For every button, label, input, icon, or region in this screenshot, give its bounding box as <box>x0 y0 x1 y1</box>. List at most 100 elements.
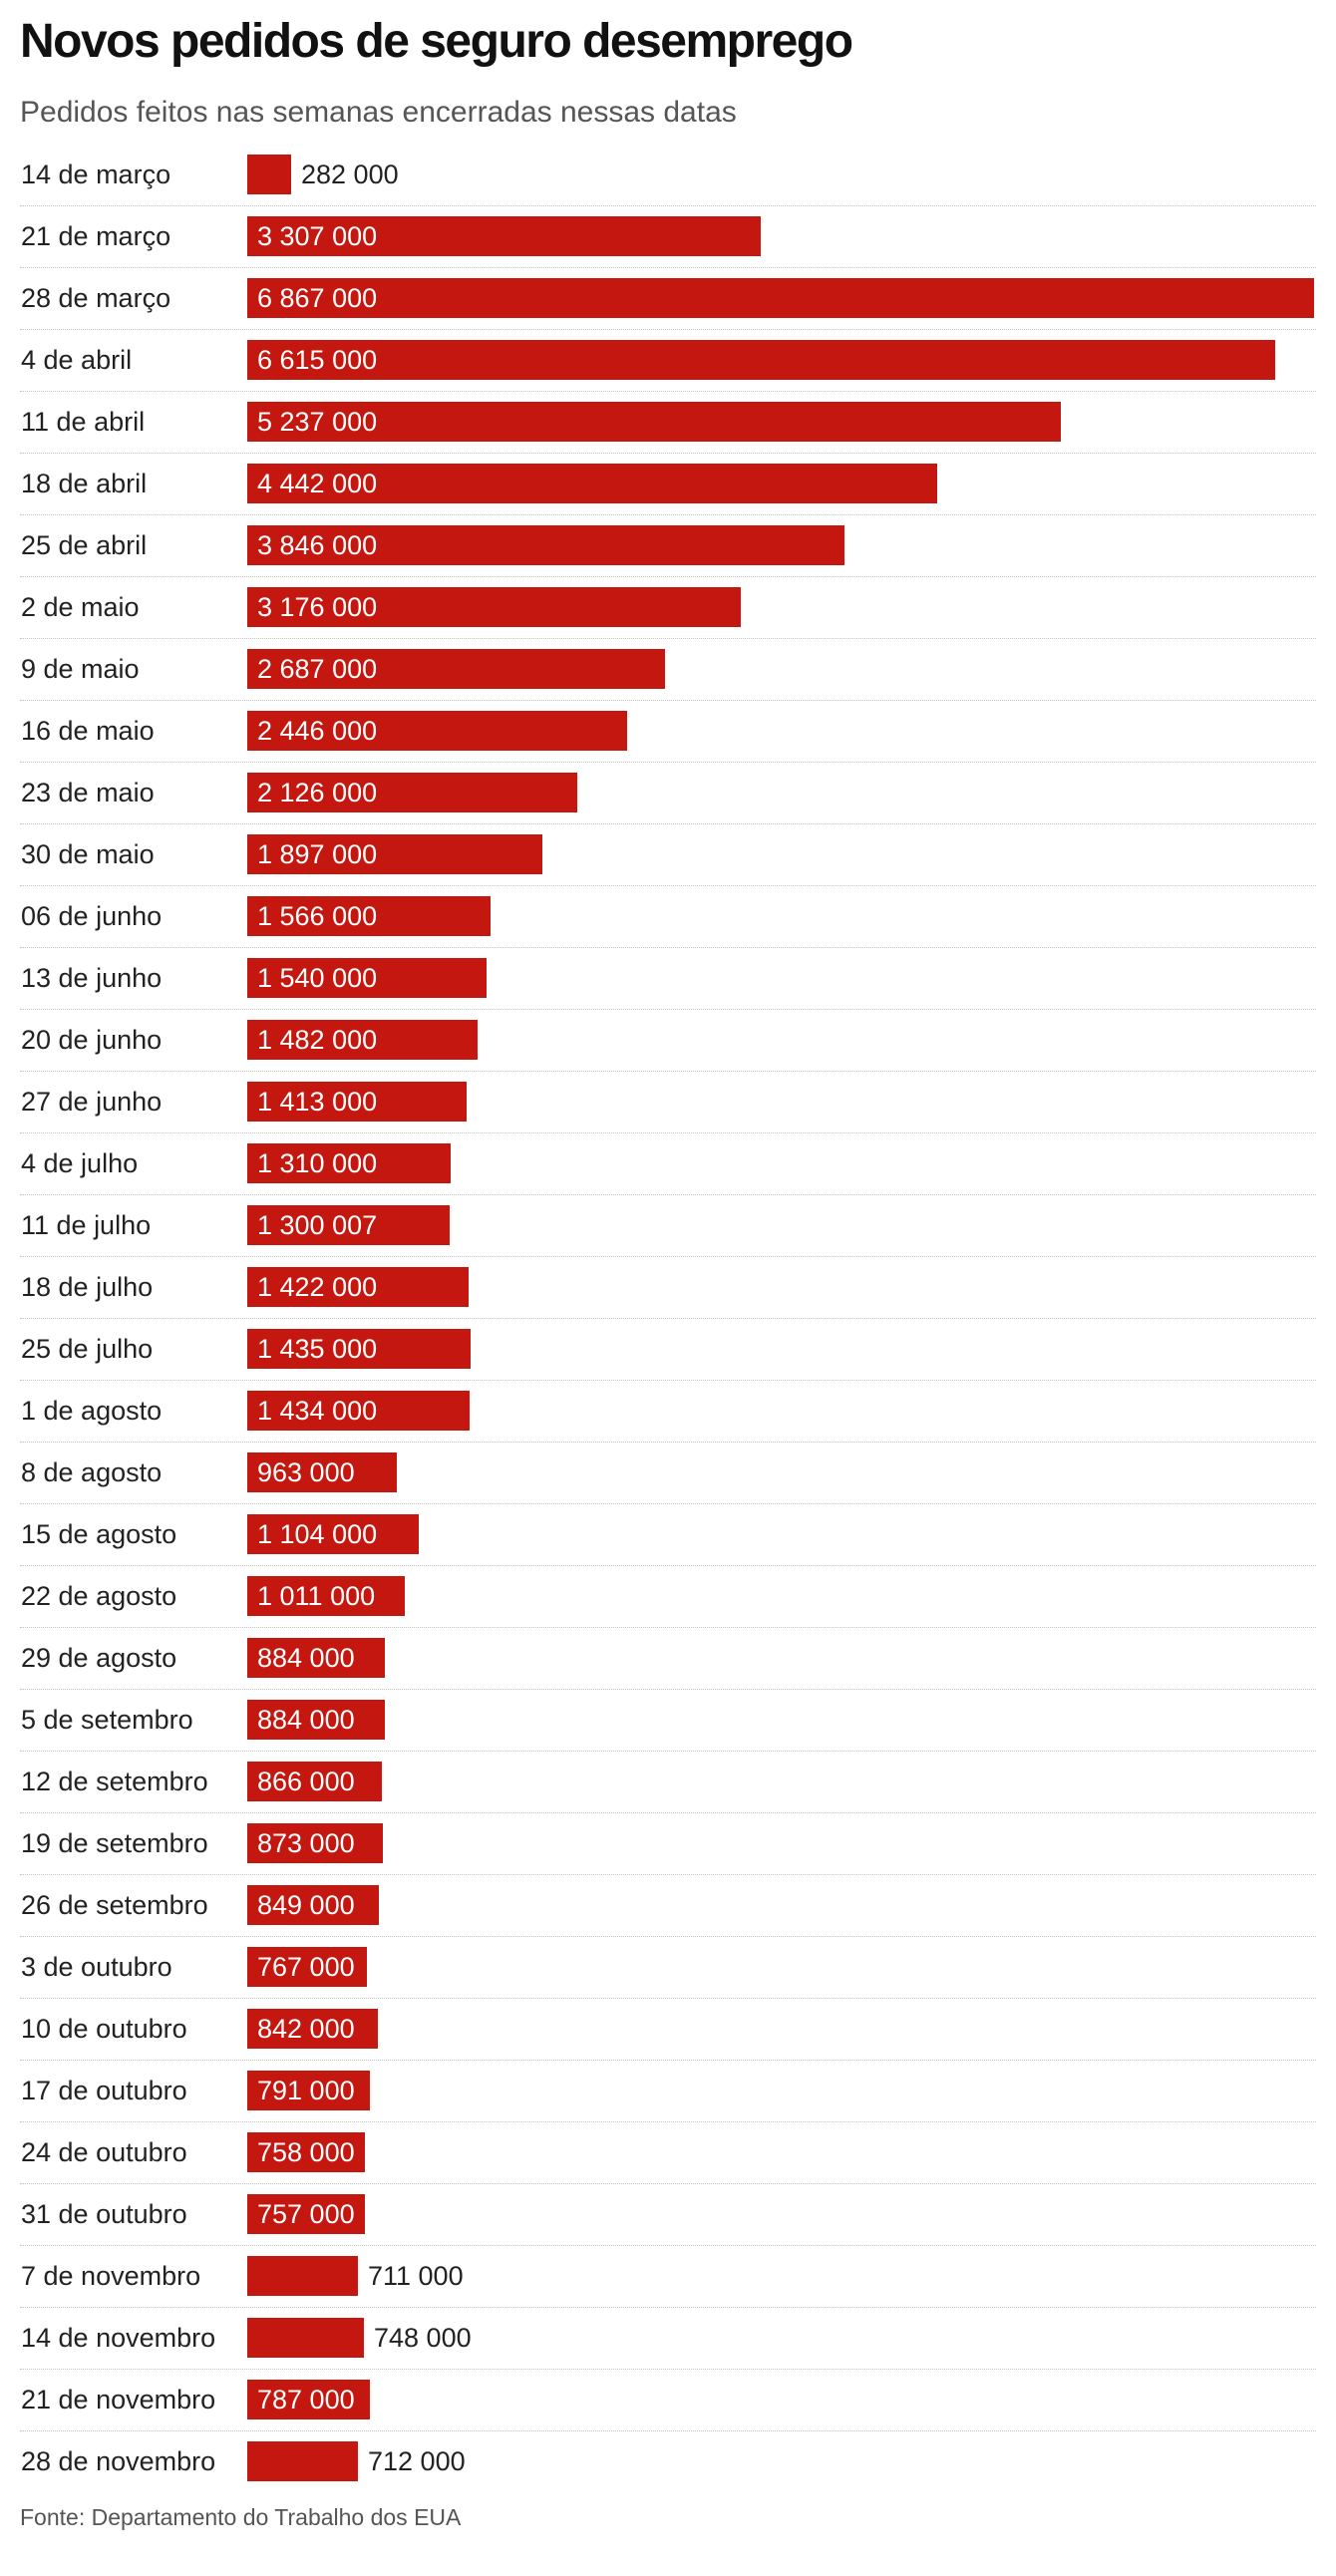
bar <box>247 1762 382 1801</box>
category-label: 3 de outubro <box>21 1952 172 1982</box>
bar-row: 18 de julho 1 422 000 <box>0 1256 1336 1318</box>
bar-row: 31 de outubro 757 000 <box>0 2183 1336 2245</box>
value-label: 1 897 000 <box>257 839 378 869</box>
category-label: 4 de abril <box>21 345 133 375</box>
category-label: 9 de maio <box>21 654 140 684</box>
value-label: 1 540 000 <box>257 963 378 993</box>
value-label: 1 566 000 <box>257 901 378 931</box>
category-label: 28 de março <box>21 283 171 313</box>
row-divider <box>20 638 1316 639</box>
bar-row: 21 de novembro 787 000 <box>0 2369 1336 2430</box>
bar-row: 16 de maio 2 446 000 <box>0 700 1336 762</box>
category-label: 30 de maio <box>21 839 155 869</box>
row-divider <box>20 1071 1316 1072</box>
bar <box>247 2380 370 2419</box>
value-label: 866 000 <box>257 1767 355 1796</box>
row-divider <box>20 1194 1316 1195</box>
bar-row: 13 de junho 1 540 000 <box>0 947 1336 1009</box>
row-divider <box>20 1689 1316 1690</box>
category-label: 18 de abril <box>21 469 148 498</box>
bar <box>247 2009 378 2049</box>
bar <box>247 464 937 503</box>
bar <box>247 402 1061 442</box>
category-label: 1 de agosto <box>21 1396 163 1426</box>
chart-title: Novos pedidos de seguro desemprego <box>20 15 853 68</box>
value-label: 963 000 <box>257 1457 355 1487</box>
bar-row: 23 de maio 2 126 000 <box>0 762 1336 823</box>
value-label: 787 000 <box>257 2385 355 2415</box>
row-divider <box>20 329 1316 330</box>
value-label: 5 237 000 <box>257 407 378 437</box>
bar <box>247 587 741 627</box>
value-label: 282 000 <box>301 160 399 189</box>
bar-row: 14 de março 282 000 <box>0 144 1336 205</box>
bar <box>247 773 577 812</box>
bar <box>247 2441 358 2481</box>
row-divider <box>20 885 1316 886</box>
value-label: 4 442 000 <box>257 469 378 498</box>
bar <box>247 216 761 256</box>
category-label: 10 de outubro <box>21 2014 187 2044</box>
value-label: 1 413 000 <box>257 1087 378 1117</box>
bar <box>247 896 491 936</box>
value-label: 711 000 <box>368 2261 464 2291</box>
bar <box>247 525 844 565</box>
bar <box>247 155 291 194</box>
value-label: 873 000 <box>257 1828 355 1858</box>
value-label: 6 867 000 <box>257 283 378 313</box>
category-label: 13 de junho <box>21 963 163 993</box>
bar-row: 29 de agosto 884 000 <box>0 1627 1336 1689</box>
bar <box>247 340 1275 380</box>
category-label: 15 de agosto <box>21 1519 177 1549</box>
row-divider <box>20 205 1316 206</box>
bar <box>247 958 487 998</box>
bar-row: 22 de agosto 1 011 000 <box>0 1565 1336 1627</box>
category-label: 06 de junho <box>21 901 163 931</box>
value-label: 842 000 <box>257 2014 355 2044</box>
row-divider <box>20 1503 1316 1504</box>
value-label: 2 126 000 <box>257 778 378 807</box>
category-label: 27 de junho <box>21 1087 163 1117</box>
category-label: 11 de julho <box>21 1210 152 1240</box>
bar <box>247 1020 478 1060</box>
category-label: 5 de setembro <box>21 1705 193 1735</box>
bar <box>247 1267 469 1307</box>
value-label: 758 000 <box>257 2137 355 2167</box>
bar-row: 25 de julho 1 435 000 <box>0 1318 1336 1380</box>
row-divider <box>20 1565 1316 1566</box>
category-label: 7 de novembro <box>21 2261 201 2291</box>
row-divider <box>20 2060 1316 2061</box>
value-label: 757 000 <box>257 2199 355 2229</box>
bar-row: 10 de outubro 842 000 <box>0 1998 1336 2060</box>
bar-row: 26 de setembro 849 000 <box>0 1874 1336 1936</box>
value-label: 2 446 000 <box>257 716 378 746</box>
category-label: 17 de outubro <box>21 2076 187 2105</box>
value-label: 3 176 000 <box>257 592 378 622</box>
row-divider <box>20 700 1316 701</box>
bar <box>247 2318 364 2358</box>
row-divider <box>20 1009 1316 1010</box>
category-label: 2 de maio <box>21 592 140 622</box>
bar <box>247 1514 419 1554</box>
row-divider <box>20 1812 1316 1813</box>
category-label: 25 de julho <box>21 1334 154 1364</box>
row-divider <box>20 576 1316 577</box>
row-divider <box>20 823 1316 824</box>
row-divider <box>20 453 1316 454</box>
bar <box>247 278 1314 318</box>
bar-row: 17 de outubro 791 000 <box>0 2060 1336 2121</box>
category-label: 14 de novembro <box>21 2323 216 2353</box>
bar <box>247 2071 370 2110</box>
category-label: 12 de setembro <box>21 1767 208 1796</box>
category-label: 21 de março <box>21 221 171 251</box>
category-label: 31 de outubro <box>21 2199 187 2229</box>
bar <box>247 2256 358 2296</box>
bar <box>247 649 665 689</box>
bar-row: 15 de agosto 1 104 000 <box>0 1503 1336 1565</box>
row-divider <box>20 947 1316 948</box>
bar-row: 4 de julho 1 310 000 <box>0 1132 1336 1194</box>
bar <box>247 2194 365 2234</box>
category-label: 29 de agosto <box>21 1643 177 1673</box>
bar-row: 1 de agosto 1 434 000 <box>0 1380 1336 1442</box>
